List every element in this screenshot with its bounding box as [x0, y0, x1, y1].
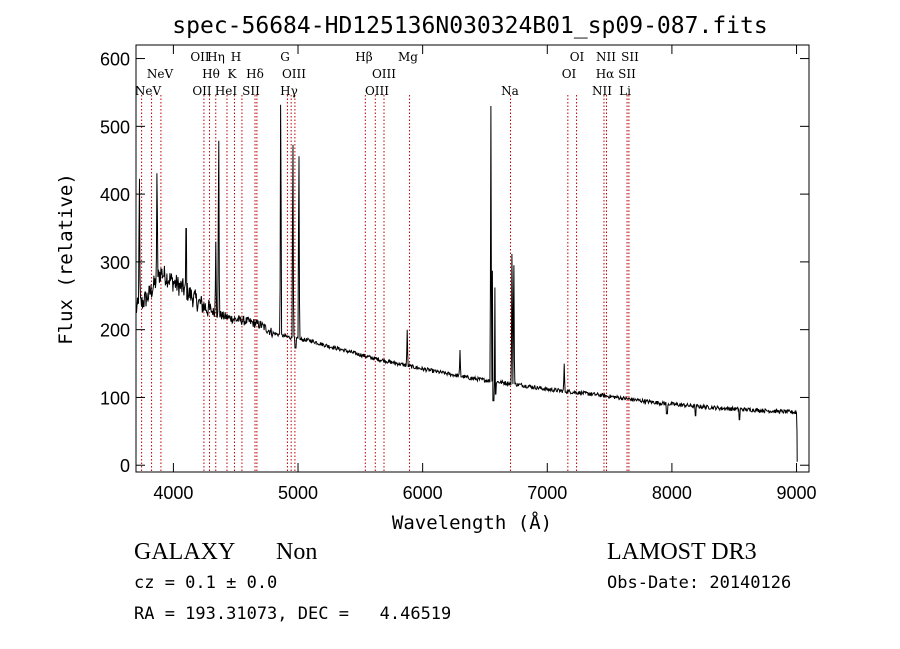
observation-date: Obs-Date: 20140126	[607, 573, 791, 593]
x-axis-ticks: 4000 5000 6000 7000 8000 9000	[153, 45, 817, 503]
line-marker-label: SII	[621, 50, 639, 64]
x-tick-label: 7000	[527, 483, 567, 503]
line-marker-label: Hη	[207, 50, 225, 64]
x-tick-label: 6000	[403, 483, 443, 503]
line-marker-label: Hβ	[355, 50, 372, 64]
line-marker-label: SII	[242, 84, 260, 98]
line-marker-label: OIII	[282, 67, 306, 81]
x-tick-label: 9000	[777, 483, 817, 503]
line-marker-label: H	[231, 50, 241, 64]
line-marker-label: Hδ	[246, 67, 264, 81]
line-marker-label: NII	[592, 84, 612, 98]
line-marker-label: K	[228, 67, 238, 81]
line-marker-label: HeI	[215, 84, 238, 98]
line-marker-label: Hα	[596, 67, 615, 81]
line-marker-label: OI	[562, 67, 577, 81]
chart-title: spec-56684-HD125136N030324B01_sp09-087.f…	[172, 13, 767, 39]
line-marker-label: OI	[570, 50, 585, 64]
y-tick-label: 500	[100, 117, 130, 137]
redshift-value: cz = 0.1 ± 0.0	[134, 573, 277, 593]
line-marker-label: OII	[190, 50, 210, 64]
line-marker-label: SII	[618, 67, 636, 81]
line-marker-label: G	[280, 50, 290, 64]
y-axis-ticks: 0 100 200 300 400 500 600	[100, 50, 809, 476]
plot-frame	[135, 44, 810, 473]
object-class: GALAXY	[134, 539, 235, 565]
line-marker-label: OIII	[372, 67, 396, 81]
y-tick-label: 0	[120, 456, 130, 476]
spectrum-series-line	[135, 104, 798, 462]
line-marker-label: Mg	[398, 50, 418, 64]
x-axis-label: Wavelength (Å)	[392, 511, 552, 534]
line-marker-label: NeV	[147, 67, 174, 81]
x-tick-label: 8000	[652, 483, 692, 503]
x-tick-label: 4000	[153, 483, 193, 503]
y-axis-label: Flux (relative)	[55, 173, 77, 345]
line-marker-label: OIII	[365, 84, 389, 98]
y-tick-label: 400	[100, 185, 130, 205]
line-marker-label: Hγ	[280, 84, 298, 98]
y-tick-label: 600	[100, 50, 130, 70]
y-tick-label: 100	[100, 388, 130, 408]
object-subclass: Non	[276, 539, 317, 565]
y-tick-label: 300	[100, 253, 130, 273]
line-marker-label: OII	[192, 84, 212, 98]
line-marker-label: Hθ	[202, 67, 220, 81]
line-marker-label: Na	[501, 84, 519, 98]
line-marker-label: NII	[596, 50, 616, 64]
survey-name: LAMOST DR3	[607, 539, 757, 565]
x-tick-label: 5000	[278, 483, 318, 503]
coordinates: RA = 193.31073, DEC = 4.46519	[134, 604, 451, 624]
line-marker-group	[141, 95, 630, 472]
line-marker-label: NeV	[135, 84, 162, 98]
y-tick-label: 200	[100, 321, 130, 341]
line-marker-label: Li	[619, 84, 631, 98]
